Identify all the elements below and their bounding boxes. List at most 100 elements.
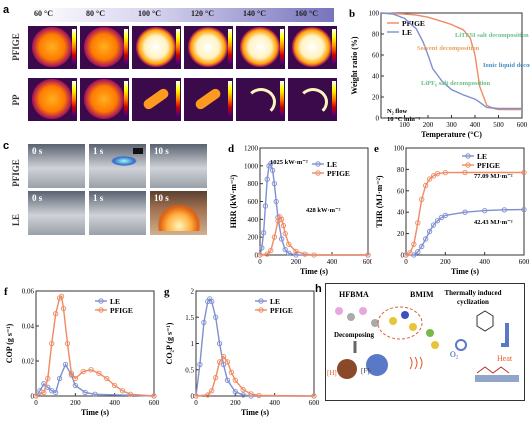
data-point	[58, 293, 65, 299]
data-point	[286, 250, 292, 256]
y-tick-label: 600	[248, 198, 259, 206]
data-point	[260, 230, 267, 236]
plot-frame	[405, 147, 525, 256]
legend-label: LE	[327, 160, 337, 169]
data-point	[224, 359, 231, 365]
photo-le-0s: 0 s	[28, 191, 85, 235]
y-tick-label: 1	[191, 340, 195, 348]
x-tick-label: 200	[440, 258, 451, 266]
y-tick-label: 60	[372, 52, 380, 60]
x-tick-label: 400	[327, 258, 338, 266]
panel-label-b: b	[349, 8, 355, 20]
data-point	[216, 359, 223, 365]
annotation: 42.43 MJ·m⁻²	[474, 219, 513, 226]
y-axis-label: COP (g s⁻¹)	[5, 323, 14, 363]
legend-label: LE	[477, 152, 487, 161]
y-tick-label: 80	[372, 31, 380, 39]
data-point	[216, 340, 223, 347]
annotation: 428 kW·m⁻²	[306, 207, 341, 214]
data-point	[60, 305, 67, 312]
thermal-tile-pp	[184, 78, 233, 121]
legend-marker	[465, 153, 471, 159]
annotation: N₂ flow	[387, 108, 407, 115]
data-point	[430, 222, 437, 228]
data-point	[430, 173, 437, 179]
y-tick-label: 0	[255, 252, 259, 260]
data-point	[80, 368, 86, 375]
x-tick-label: 200	[291, 258, 302, 266]
data-point	[311, 252, 317, 258]
panel-label-h: h	[315, 283, 322, 295]
panel-label-c: c	[3, 140, 10, 152]
data-point	[462, 169, 468, 176]
legend-marker	[258, 298, 264, 304]
data-point	[280, 222, 287, 229]
temp-label: 80 °C	[86, 9, 105, 18]
x-tick-label: 200	[423, 121, 434, 129]
data-point	[201, 319, 207, 326]
y-tick-label: 800	[248, 180, 259, 188]
legend-label: PFIGE	[270, 306, 293, 315]
data-point	[264, 251, 270, 257]
x-tick-label: 0	[258, 258, 262, 266]
y-tick-label: 0.5	[185, 366, 194, 374]
legend-marker	[258, 307, 264, 313]
panel-label-a: a	[3, 4, 10, 16]
data-point	[423, 182, 429, 189]
y-tick-label: 20	[372, 94, 380, 102]
data-point	[92, 391, 98, 397]
data-point	[53, 311, 59, 317]
data-point	[56, 375, 63, 382]
data-point	[62, 361, 69, 368]
annotation: 77.09 MJ·m⁻²	[474, 173, 513, 180]
data-point	[41, 389, 47, 396]
chart-b: b 100 200 300 400 500 600 0 20 40 60 80 100 Temperatu…	[349, 8, 530, 139]
legend-label: PFIGE	[110, 306, 133, 315]
data-point	[259, 245, 265, 251]
data-point	[213, 374, 219, 381]
row-label-pfige: PFIGE	[11, 33, 21, 61]
data-point	[426, 176, 433, 182]
legend-marker	[98, 298, 104, 304]
bmim-molecule	[389, 311, 439, 349]
photo-pfige-0s: 0 s	[28, 144, 85, 188]
data-point	[72, 382, 78, 389]
y-tick-label: 1.5	[185, 314, 194, 322]
legend-marker	[315, 161, 321, 167]
x-tick-label: 0	[34, 399, 38, 407]
row-label-le-c: LE	[11, 214, 21, 227]
data-point	[53, 389, 59, 396]
data-point	[426, 228, 433, 235]
y-axis-label: Weight ratio (%)	[350, 36, 359, 95]
y-tick-label: 40	[372, 73, 380, 81]
chart-e: e 0 200 400 600 0 20 40 60 80 100 Time (s) THR (MJ·m…	[374, 143, 530, 276]
decomposing-label: Decomposing	[334, 331, 375, 339]
legend-marker	[465, 162, 471, 168]
flame-block-icon	[476, 366, 510, 374]
thermal-tile-pp	[288, 78, 337, 121]
x-tick-label: 600	[519, 258, 530, 266]
data-point	[248, 391, 254, 397]
y-tick-label: 100	[369, 10, 380, 18]
data-point	[482, 207, 488, 214]
x-tick-label: 100	[399, 121, 410, 129]
x-axis-label: Time (s)	[241, 408, 269, 417]
x-axis-label: Time (s)	[300, 267, 328, 276]
data-point	[197, 361, 203, 368]
data-point	[112, 382, 118, 389]
heat-waves-icon	[409, 356, 423, 370]
f-radical-label: [F]·	[361, 367, 372, 375]
data-point	[419, 243, 425, 250]
data-point	[268, 247, 274, 254]
data-point	[33, 393, 39, 399]
data-point	[434, 171, 441, 177]
x-tick-label: 200	[230, 399, 241, 407]
data-point	[193, 393, 199, 399]
data-point	[104, 375, 110, 382]
data-point	[286, 241, 292, 247]
h-radical-bomb	[337, 359, 357, 379]
y-tick-label: 0.06	[22, 288, 35, 296]
x-axis-label: Temperature (°C)	[421, 130, 482, 139]
x-tick-label: 400	[269, 399, 280, 407]
h-radical-label: [H]·	[327, 369, 339, 377]
